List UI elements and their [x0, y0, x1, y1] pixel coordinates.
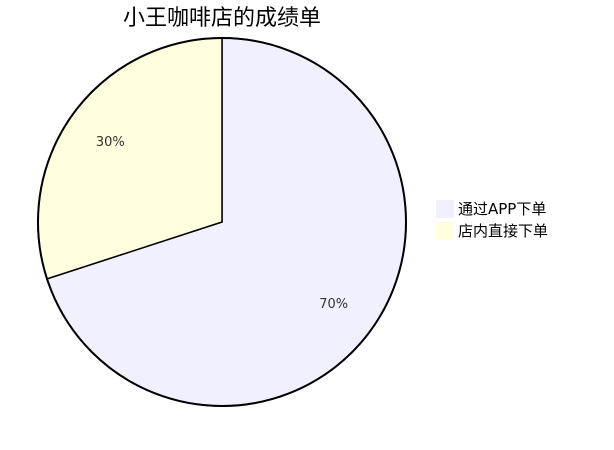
pie-outline [37, 37, 407, 407]
slice-label-1: 30% [96, 135, 125, 150]
pie-slices [37, 37, 407, 407]
legend-label-0: 通过APP下单 [458, 200, 546, 218]
legend-swatch-1 [436, 222, 454, 240]
legend-label-1: 店内直接下单 [458, 222, 548, 240]
slice-label-0: 70% [319, 297, 348, 312]
slice-labels: 70% 30% [96, 135, 348, 312]
legend-swatch-0 [436, 200, 454, 218]
chart-title: 小王咖啡店的成绩单 [123, 6, 321, 31]
